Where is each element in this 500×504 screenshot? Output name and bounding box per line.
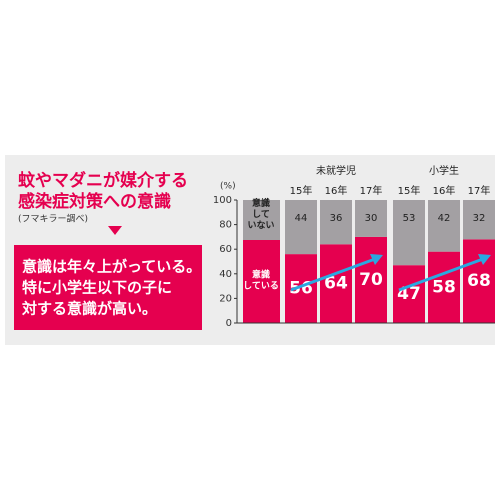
x-tick-label: 17年 — [360, 184, 383, 197]
value-label: 42 — [438, 213, 451, 224]
x-tick-label: 16年 — [433, 184, 456, 197]
bar-segment — [393, 200, 425, 266]
value-label: 68 — [467, 271, 491, 291]
value-label: 53 — [403, 213, 416, 224]
bar-segment — [285, 254, 317, 323]
bar-segment — [320, 200, 352, 245]
legend-swatch — [243, 240, 280, 323]
y-tick-label: 80 — [219, 220, 232, 231]
title-line: 感染症対策への意識 — [18, 191, 171, 212]
bar-segment — [428, 251, 460, 323]
y-axis-label: (%) — [220, 182, 236, 192]
bar-segment — [463, 200, 495, 240]
y-tick-label: 60 — [219, 244, 232, 255]
y-tick-label: 0 — [226, 318, 232, 329]
bar-segment — [463, 239, 495, 323]
source: (フマキラー調べ) — [18, 213, 88, 225]
trend-arrow — [290, 257, 376, 292]
group-label: 未就学児 — [316, 164, 356, 177]
x-tick-label: 17年 — [468, 184, 491, 197]
bar-segment — [320, 244, 352, 323]
message-line: 対する意識が高い。 — [21, 300, 157, 318]
title-line: 蚊やマダニが媒介する — [18, 170, 188, 191]
value-label: 44 — [295, 213, 308, 224]
y-tick-label: 20 — [219, 293, 232, 304]
y-tick-label: 40 — [219, 269, 232, 280]
bar-segment — [355, 236, 387, 323]
bar-segment — [393, 265, 425, 323]
bar-segment — [428, 200, 460, 252]
value-label: 36 — [330, 213, 343, 224]
message-line: 意識は年々上がっている。 — [22, 258, 201, 276]
legend-label: 意識していない — [247, 197, 274, 231]
trend-arrow — [398, 257, 484, 292]
y-tick-label: 100 — [213, 195, 232, 206]
bar-segment — [285, 200, 317, 255]
value-label: 70 — [359, 270, 383, 290]
value-label: 30 — [365, 213, 378, 224]
value-label: 58 — [432, 277, 456, 297]
legend-swatch — [243, 200, 280, 240]
group-label: 小学生 — [429, 164, 459, 177]
value-label: 32 — [473, 213, 486, 224]
message-line: 特に小学生以下の子に — [22, 279, 172, 297]
trend-arrow-head — [478, 254, 491, 265]
value-label: 64 — [324, 274, 348, 294]
bar-segment — [355, 200, 387, 237]
pointer — [108, 226, 122, 235]
x-tick-label: 16年 — [325, 184, 348, 197]
trend-arrow-head — [370, 254, 383, 265]
legend-label: 意識している — [243, 268, 279, 291]
x-tick-label: 15年 — [290, 184, 313, 197]
x-tick-label: 15年 — [398, 184, 421, 197]
message-box — [14, 245, 202, 330]
